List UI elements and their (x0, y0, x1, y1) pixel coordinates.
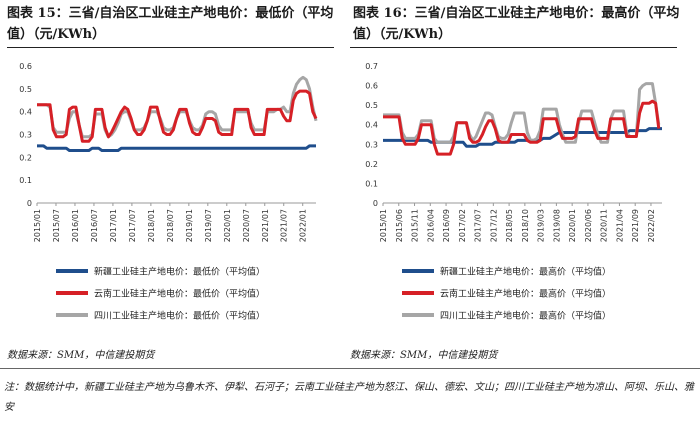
chart-title-right: 图表 16：三省/自治区工业硅主产地电价：最高价（平均值）（元/KWh） (353, 6, 680, 42)
x-tick-label: 2015/01 (33, 209, 42, 242)
x-tick-label: 2018/07 (166, 209, 175, 242)
x-tick-label: 2018/01 (147, 209, 156, 242)
footnote: 注：数据统计中，新疆工业硅主产地为乌鲁木齐、伊犁、石河子；云南工业硅主产地为怒江… (4, 382, 694, 413)
y-tick-label: 0.5 (19, 85, 32, 94)
legend-label: 四川工业硅主产地电价：最高价（平均值） (440, 310, 611, 322)
legend-label: 新疆工业硅主产地电价：最高价（平均值） (440, 266, 611, 278)
legend-label: 云南工业硅主产地电价：最高价（平均值） (440, 288, 611, 300)
y-tick-label: 0.3 (365, 140, 378, 149)
x-tick-label: 2016/04 (426, 209, 435, 242)
x-tick-label: 2017/01 (109, 209, 118, 242)
series-line-3 (383, 82, 661, 144)
chart-panel-right: 图表 16：三省/自治区工业硅主产地电价：最高价（平均值）（元/KWh） 0 0.… (346, 0, 690, 336)
source-note-right: 数据来源：SMM，中信建投期货 (350, 350, 498, 361)
title-rule-left (7, 47, 334, 48)
x-tick-label: 2022/01 (299, 209, 308, 242)
low-price-chart: 0 0.1 0.2 0.3 0.4 0.5 0.6 2015/01 2015/07 2016/01… (19, 62, 318, 322)
y-tick-label: 0 (27, 199, 32, 208)
x-tick-label: 2019/03 (537, 209, 546, 242)
x-tick-label: 2016/09 (442, 209, 451, 242)
legend-label: 新疆工业硅主产地电价：最低价（平均值） (94, 266, 265, 278)
series-line-1 (383, 127, 662, 148)
y-tick-label: 0.3 (19, 131, 32, 140)
x-tick-label: 2021/04 (615, 209, 624, 242)
x-tick-label: 2017/12 (489, 209, 498, 242)
legend-label: 四川工业硅主产地电价：最低价（平均值） (94, 310, 265, 322)
x-tick-label: 2018/10 (521, 209, 530, 242)
x-tick-label: 2020/07 (242, 209, 251, 242)
footer-divider (0, 368, 700, 369)
y-tick-label: 0.7 (365, 62, 378, 71)
source-note-left: 数据来源：SMM，中信建投期货 (7, 350, 155, 361)
legend-label: 云南工业硅主产地电价：最低价（平均值） (94, 288, 265, 300)
x-tick-label: 2016/01 (71, 209, 80, 242)
chart-panel-left: 图表 15：三省/自治区工业硅主产地电价：最低价（平均值）（元/KWh） 0 0.… (0, 0, 344, 336)
x-tick-label: 2020/01 (568, 209, 577, 242)
x-tick-label: 2016/07 (90, 209, 99, 242)
x-tick-label: 2022/02 (647, 209, 656, 242)
x-tick-label: 2020/06 (584, 209, 593, 242)
y-tick-label: 0 (373, 199, 378, 208)
x-tick-label: 2019/01 (185, 209, 194, 242)
x-tick-label: 2018/05 (505, 209, 514, 242)
x-tick-label: 2020/01 (223, 209, 232, 242)
title-rule-right (350, 47, 677, 48)
x-tick-label: 2015/01 (379, 209, 388, 242)
x-tick-label: 2015/06 (395, 209, 404, 242)
x-tick-label: 2021/07 (280, 209, 289, 242)
x-tick-label: 2015/11 (411, 209, 420, 242)
x-tick-label: 2017/07 (474, 209, 483, 242)
x-tick-label: 2019/08 (552, 209, 561, 242)
x-tick-label: 2021/01 (261, 209, 270, 242)
x-tick-label: 2017/02 (458, 209, 467, 242)
x-tick-label: 2017/07 (128, 209, 137, 242)
chart-title-left: 图表 15：三省/自治区工业硅主产地电价：最低价（平均值）（元/KWh） (7, 6, 334, 42)
y-tick-label: 0.6 (365, 82, 378, 91)
x-tick-label: 2019/07 (204, 209, 213, 242)
y-tick-label: 0.1 (19, 176, 32, 185)
series-line-2 (383, 99, 661, 156)
y-tick-label: 0.2 (19, 153, 32, 162)
y-tick-label: 0.5 (365, 101, 378, 110)
y-tick-label: 0.6 (19, 62, 32, 71)
y-tick-label: 0.1 (365, 179, 378, 188)
y-tick-label: 0.2 (365, 160, 378, 169)
series-line-1 (37, 144, 316, 152)
x-tick-label: 2020/11 (600, 209, 609, 242)
y-tick-label: 0.4 (19, 108, 32, 117)
high-price-chart: 0 0.1 0.2 0.3 0.4 0.5 0.6 0.7 2015/01 2015/06 2015… (365, 62, 662, 322)
x-tick-label: 2015/07 (52, 209, 61, 242)
x-tick-label: 2021/09 (631, 209, 640, 242)
y-tick-label: 0.4 (365, 121, 378, 130)
series-line-2 (37, 89, 318, 143)
